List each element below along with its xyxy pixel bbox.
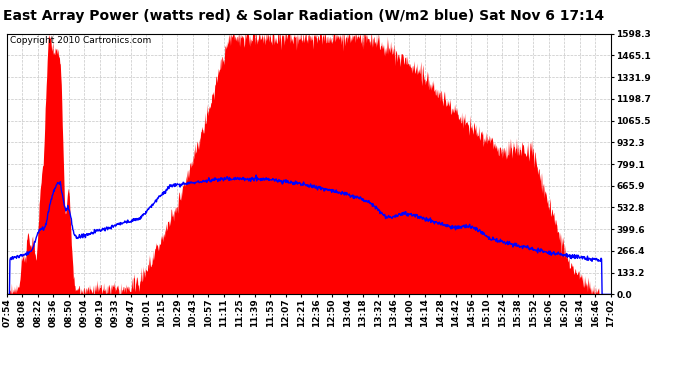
Text: East Array Power (watts red) & Solar Radiation (W/m2 blue) Sat Nov 6 17:14: East Array Power (watts red) & Solar Rad… bbox=[3, 9, 604, 23]
Text: Copyright 2010 Cartronics.com: Copyright 2010 Cartronics.com bbox=[10, 36, 151, 45]
